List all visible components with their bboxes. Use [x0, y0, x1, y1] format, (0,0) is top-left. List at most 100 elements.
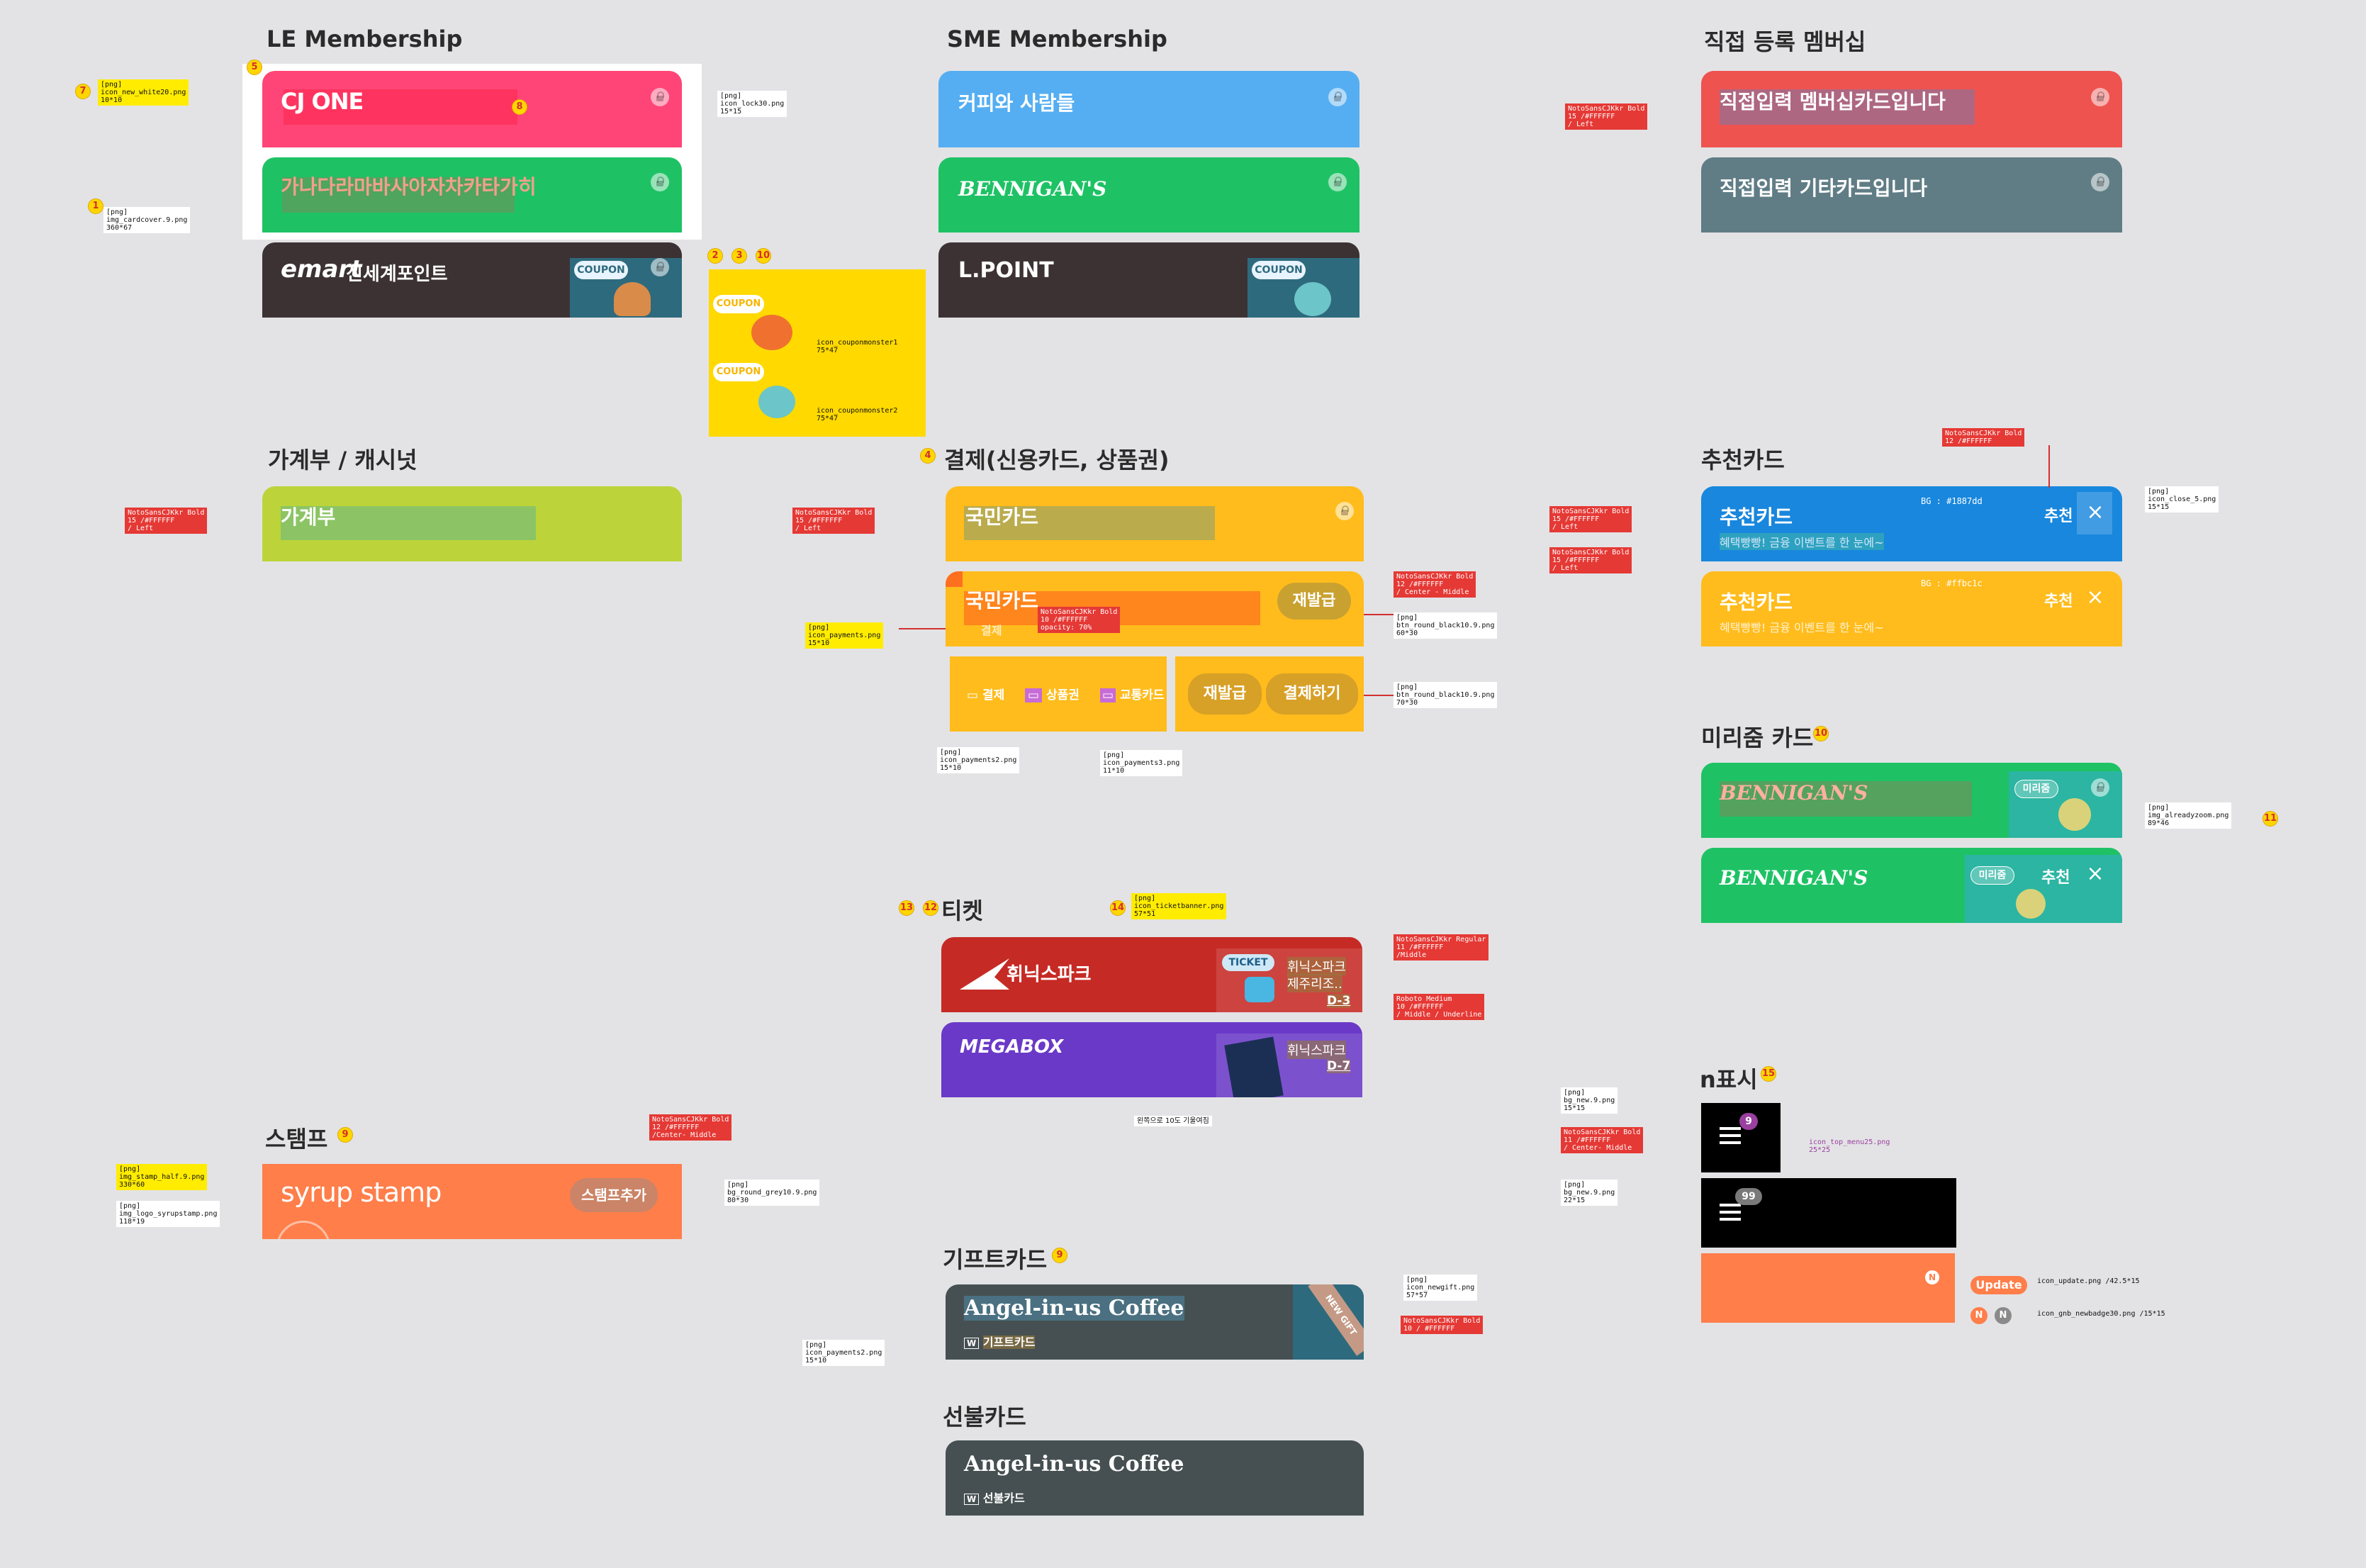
lock-icon[interactable] [2091, 88, 2109, 106]
lock-icon[interactable] [1328, 88, 1347, 106]
lock-icon[interactable] [651, 88, 669, 106]
already-card-1[interactable]: BENNIGAN'S 미리줌 [1701, 763, 2122, 838]
giftcard-label: W 기프트카드 [964, 1333, 1036, 1350]
nbadge-box-2[interactable]: 99 [1701, 1178, 1956, 1248]
alreadyzoom-bubble: 미리줌 [2014, 780, 2058, 798]
lock-icon[interactable] [1328, 173, 1347, 191]
phoenix-logo-icon [960, 958, 1009, 990]
coupon-area: COUPON [1248, 258, 1359, 318]
menu-icon[interactable] [1720, 1127, 1741, 1130]
membership-card-cjone[interactable]: CJ ONE [262, 71, 682, 147]
reco-label: 추천 [2044, 593, 2073, 610]
marker: 9 [337, 1127, 353, 1143]
coupon-bubble: COUPON [1252, 261, 1306, 279]
note-stamp-logo: [png] img_logo_syrupstamp.png 118*19 [116, 1201, 220, 1227]
title-guide [281, 506, 536, 540]
ticket-badge: TICKET [1222, 954, 1274, 971]
prepaid-card-angel[interactable]: Angel-in-us Coffee W 선불카드 [946, 1440, 1364, 1516]
menu-icon[interactable] [1720, 1204, 1741, 1206]
direct-card-etc[interactable]: 직접입력 기타카드입니다 [1701, 157, 2122, 233]
direct-card-membership[interactable]: 직접입력 멤버십카드입니다 [1701, 71, 2122, 147]
lock-icon[interactable] [651, 258, 669, 276]
note-cardcover: [png] img_cardcover.9.png 360*67 [103, 207, 191, 233]
section-title-budget: 가계부 / 캐시넛 [268, 447, 417, 474]
alreadyzoom-area: 미리줌 추천 × [1965, 855, 2122, 923]
section-title-gift: 기프트카드 [943, 1246, 1048, 1273]
tab-voucher[interactable]: ▭ 상품권 [1025, 685, 1080, 702]
marker: 4 [920, 448, 936, 464]
reco-card-orange[interactable]: 추천카드 혜택빵빵! 금융 이벤트를 한 눈에~ BG : #ffbc1c 추천… [1701, 571, 2122, 646]
bg-note: BG : #1887dd [1921, 496, 1983, 506]
membership-card-text[interactable]: 가나다라마바사아자차카타가히 [262, 157, 682, 233]
payment-card-1[interactable]: 국민카드 [946, 486, 1364, 561]
reissue-button[interactable]: 재발급 [1277, 583, 1351, 620]
note-btn-font: NotoSansCJKkr Bold 12 /#FFFFFF / Center … [1394, 571, 1476, 598]
prepaid-label: W 선불카드 [964, 1489, 1025, 1506]
reco-card-blue[interactable]: 추천카드 혜택빵빵! 금융 이벤트를 한 눈에~ BG : #1887dd 추천… [1701, 486, 2122, 561]
update-badge: Update [1970, 1276, 2027, 1294]
membership-card-emart[interactable]: emart 신세계포인트 COUPON [262, 242, 682, 318]
cjone-logo: CJ ONE [281, 88, 364, 115]
ticket-card-megabox[interactable]: MEGABOX 휘닉스파크 D-7 [941, 1022, 1362, 1097]
lock-icon[interactable] [1335, 502, 1354, 520]
prepaid-label-text: 선불카드 [982, 1491, 1025, 1505]
note-reco-font2: NotoSansCJKkr Bold 15 /#FFFFFF / Left [1549, 547, 1632, 573]
section-title-sme: SME Membership [947, 26, 1167, 52]
coupon-area: COUPON [570, 258, 682, 318]
stamp-card[interactable]: syrup stamp 스탬프추가 [262, 1164, 682, 1239]
stamp-seal-icon [276, 1221, 330, 1239]
megabox-logo: MEGABOX [960, 1036, 1064, 1058]
marker: 10 [1813, 726, 1829, 741]
card-title: 직접입력 기타카드입니다 [1720, 177, 1928, 200]
tab-transport[interactable]: ▭ 교통카드 [1100, 685, 1165, 702]
pay-button[interactable]: 결제하기 [1266, 673, 1358, 715]
n-badge: N [1925, 1270, 1939, 1284]
guide-line [1364, 695, 1394, 696]
already-card-2[interactable]: BENNIGAN'S 미리줌 추천 × [1701, 848, 2122, 923]
card-title: 가계부 [281, 505, 336, 529]
card-title: 국민카드 [965, 505, 1039, 529]
note-pay-icon: [png] icon_payments.png 15*10 [805, 622, 884, 649]
lock-icon[interactable] [651, 173, 669, 191]
payment-card-2[interactable]: 국민카드 결제 재발급 [946, 571, 1364, 646]
bennigans-logo: BENNIGAN'S [958, 177, 1107, 201]
lock-icon[interactable] [2091, 778, 2109, 797]
newgift-ribbon: NEW GIFT [1308, 1284, 1364, 1356]
nbadge-box-3[interactable]: N [1701, 1253, 1955, 1323]
note-stamp-btn: [png] bg_round_grey10.9.png 80*30 [724, 1180, 820, 1206]
alreadyzoom-bubble: 미리줌 [1970, 866, 2014, 885]
marker: 10 [756, 248, 771, 264]
note-btn-png2: [png] btn_round_black10.9.png 70*30 [1394, 682, 1498, 708]
couponmonster1-icon [751, 315, 792, 350]
title-guide [964, 506, 1215, 540]
marker: 8 [512, 99, 527, 115]
note-monster2: icon_couponmonster2 75*47 [817, 407, 898, 422]
dday-label: D-7 [1327, 1059, 1351, 1073]
section-title-nshow: n표시 [1700, 1066, 1758, 1093]
guide-line [899, 628, 946, 629]
add-stamp-button[interactable]: 스탬프추가 [570, 1178, 658, 1212]
ticket-card-phoenix[interactable]: 휘닉스파크 TICKET 휘닉스파크 제주리조.. D-3 [941, 937, 1362, 1012]
ticket-text-2: 제주리조.. [1287, 974, 1342, 992]
close-icon[interactable]: × [2086, 500, 2104, 525]
note-lock: [png] icon_lock30.png 15*15 [717, 91, 787, 117]
reissue-button-2[interactable]: 재발급 [1188, 673, 1262, 715]
tab-payment[interactable]: ▭ 결제 [967, 688, 1005, 702]
note-ticket-font2: Roboto Medium 10 /#FFFFFF / Middle / Und… [1394, 994, 1485, 1020]
membership-card-bennigans[interactable]: BENNIGAN'S [938, 157, 1359, 233]
title-guide [282, 177, 515, 213]
close-icon[interactable]: × [2086, 861, 2104, 886]
membership-card-lpoint[interactable]: L.POINT COUPON [938, 242, 1359, 318]
nbadge-box-1[interactable]: 9 [1701, 1103, 1781, 1172]
note-pay2: [png] icon_payments2.png 15*10 [937, 747, 1020, 773]
marker: 7 [75, 84, 91, 99]
note-budget-font: NotoSansCJKkr Bold 15 /#FFFFFF / Left [125, 508, 208, 534]
close-icon[interactable]: × [2086, 585, 2104, 610]
gift-card-angel[interactable]: Angel-in-us Coffee W 기프트카드 NEW GIFT [946, 1284, 1364, 1360]
membership-card-coffee[interactable]: 커피와 사람들 [938, 71, 1359, 147]
title-guide [284, 89, 517, 125]
lock-icon[interactable] [2091, 173, 2109, 191]
card-title: 추천카드 [1720, 590, 1793, 614]
budget-card[interactable]: 가계부 [262, 486, 682, 561]
movie-poster-icon [1224, 1036, 1284, 1097]
